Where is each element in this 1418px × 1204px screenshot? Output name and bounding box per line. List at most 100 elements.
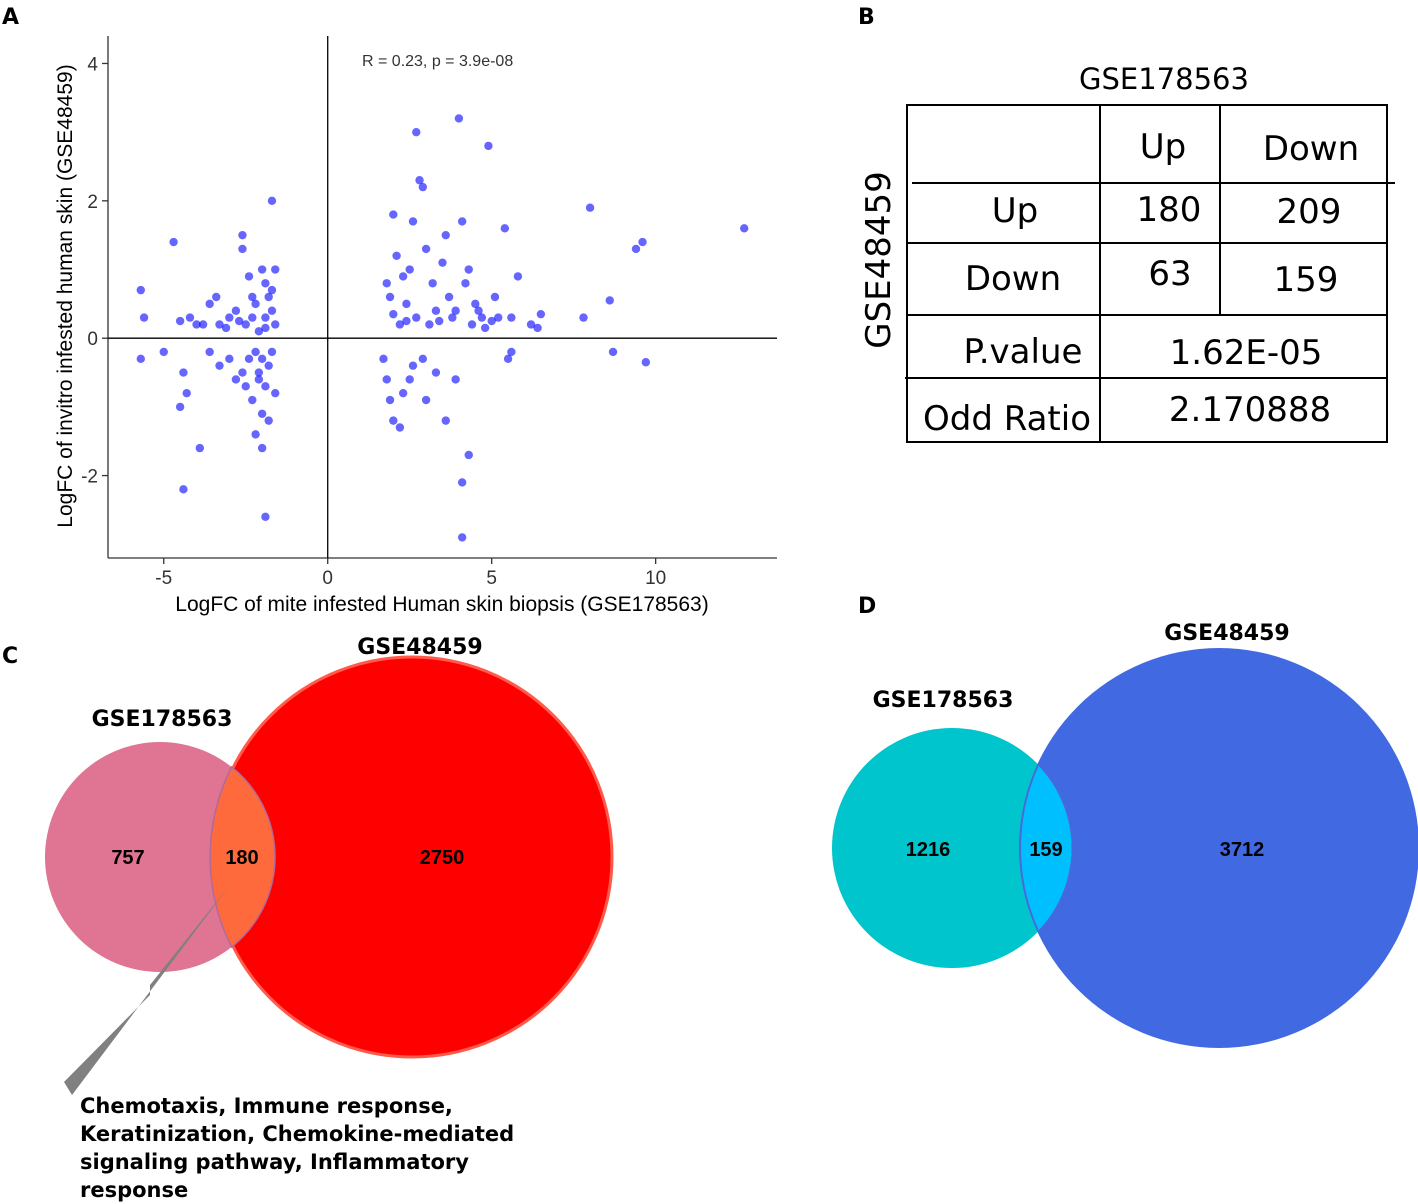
scatter-point xyxy=(428,279,437,288)
scatter-point xyxy=(257,409,267,418)
scatter-point xyxy=(464,450,473,460)
contingency-table: GSE178563 GSE48459 Up Down Up 180 209 Do… xyxy=(859,62,1395,443)
scatter-point xyxy=(457,217,467,226)
scatter-point xyxy=(415,176,424,185)
scatter-point xyxy=(451,375,460,384)
scatter-point xyxy=(215,361,224,370)
scatter-point xyxy=(234,316,244,326)
scatter-point xyxy=(448,313,457,322)
scatter-point xyxy=(389,309,398,319)
scatter-point xyxy=(444,292,454,302)
scatter-point xyxy=(457,533,467,542)
venn-d-intersection-count: 159 xyxy=(1029,839,1062,861)
col-header-down: Down xyxy=(1263,129,1359,169)
x-ticks: -5 0 5 10 xyxy=(155,558,666,589)
venn-c-right-label: GSE48459 xyxy=(357,635,482,660)
venn-c-left-label: GSE178563 xyxy=(92,707,233,732)
cell-down-up: 63 xyxy=(1148,254,1191,294)
scatter-point xyxy=(474,306,483,315)
y-ticks: -2 0 2 4 xyxy=(81,54,108,488)
scatter-point xyxy=(185,313,195,322)
scatter-point xyxy=(179,485,188,494)
x-tick-label: 0 xyxy=(322,568,333,589)
scatter-point xyxy=(225,354,234,364)
venn-c-left-count: 757 xyxy=(111,847,144,869)
scatter-point xyxy=(257,443,267,453)
row-label-down: Down xyxy=(965,259,1061,299)
scatter-point xyxy=(244,354,254,364)
scatter-point xyxy=(533,323,542,333)
scatter-point xyxy=(261,313,270,322)
scatter-point xyxy=(238,244,247,254)
scatter-point xyxy=(740,224,749,233)
scatter-point xyxy=(241,382,250,391)
venn-d-left-circle xyxy=(832,728,1072,968)
scatter-point xyxy=(254,375,264,384)
scatter-point xyxy=(205,347,214,357)
venn-c-left-circle xyxy=(45,742,275,972)
x-tick-label: -5 xyxy=(155,568,172,589)
row-label-up: Up xyxy=(992,191,1038,231)
x-tick-label: 10 xyxy=(645,568,666,589)
scatter-point xyxy=(398,388,408,398)
scatter-point xyxy=(261,323,270,333)
x-tick-label: 5 xyxy=(486,568,497,589)
scatter-point xyxy=(192,320,201,329)
scatter-point xyxy=(169,237,178,247)
scatter-point xyxy=(271,265,280,274)
scatter-point xyxy=(251,347,260,357)
scatter-point xyxy=(175,402,185,412)
scatter-point xyxy=(261,512,270,521)
scatter-point xyxy=(441,416,450,425)
scatter-plot: -5 0 5 10 -2 0 2 4 R = 0.23, p = 3.9e-08 LogFC… xyxy=(54,36,777,616)
venn-d-left-count: 1216 xyxy=(906,839,951,861)
panel-letter-d: D xyxy=(858,594,876,619)
scatter-point xyxy=(195,443,205,453)
scatter-point xyxy=(264,416,273,425)
pvalue-label: P.value xyxy=(964,332,1083,372)
scatter-point xyxy=(395,320,405,329)
scatter-point xyxy=(438,258,447,267)
cell-down-down: 159 xyxy=(1274,260,1339,300)
scatter-point xyxy=(389,210,398,219)
scatter-point xyxy=(389,416,398,425)
venn-d: GSE178563 GSE48459 1216 159 3712 xyxy=(832,621,1418,1048)
scatter-point xyxy=(477,313,487,322)
scatter-point xyxy=(254,368,264,377)
scatter-point xyxy=(261,279,270,288)
scatter-point xyxy=(585,203,595,212)
scatter-point xyxy=(641,358,651,367)
scatter-point xyxy=(251,430,260,439)
scatter-point xyxy=(261,382,270,391)
venn-d-intersection xyxy=(1019,763,1073,933)
cell-up-down: 209 xyxy=(1277,192,1342,232)
scatter-point xyxy=(231,306,241,315)
scatter-point xyxy=(159,347,168,357)
scatter-point xyxy=(271,320,280,329)
scatter-point xyxy=(205,299,214,309)
scatter-point xyxy=(454,114,464,123)
scatter-point xyxy=(395,423,405,432)
venn-d-right-circle xyxy=(1019,648,1418,1048)
scatter-point xyxy=(257,354,267,364)
panel-letter-c: C xyxy=(2,644,18,669)
scatter-point xyxy=(500,224,510,233)
scatter-point xyxy=(461,279,470,288)
scatter-point xyxy=(385,292,395,302)
scatter-point xyxy=(638,237,647,247)
panel-letter-b: B xyxy=(858,5,875,30)
cell-up-up: 180 xyxy=(1137,190,1202,230)
x-axis-title: LogFC of mite infested Human skin biopsi… xyxy=(175,593,708,616)
scatter-point xyxy=(267,285,277,295)
scatter-point xyxy=(248,313,257,322)
panel-letter-a: A xyxy=(2,5,19,30)
venn-c-right-count: 2750 xyxy=(420,847,465,869)
y-tick-label: 4 xyxy=(87,54,98,75)
venn-d-right-count: 3712 xyxy=(1220,839,1265,861)
callout-note: Chemotaxis, Immune response, Keratinizat… xyxy=(80,1094,515,1202)
scatter-point xyxy=(431,306,441,315)
scatter-point xyxy=(248,292,257,302)
scatter-point xyxy=(136,285,145,295)
scatter-point xyxy=(507,347,516,357)
